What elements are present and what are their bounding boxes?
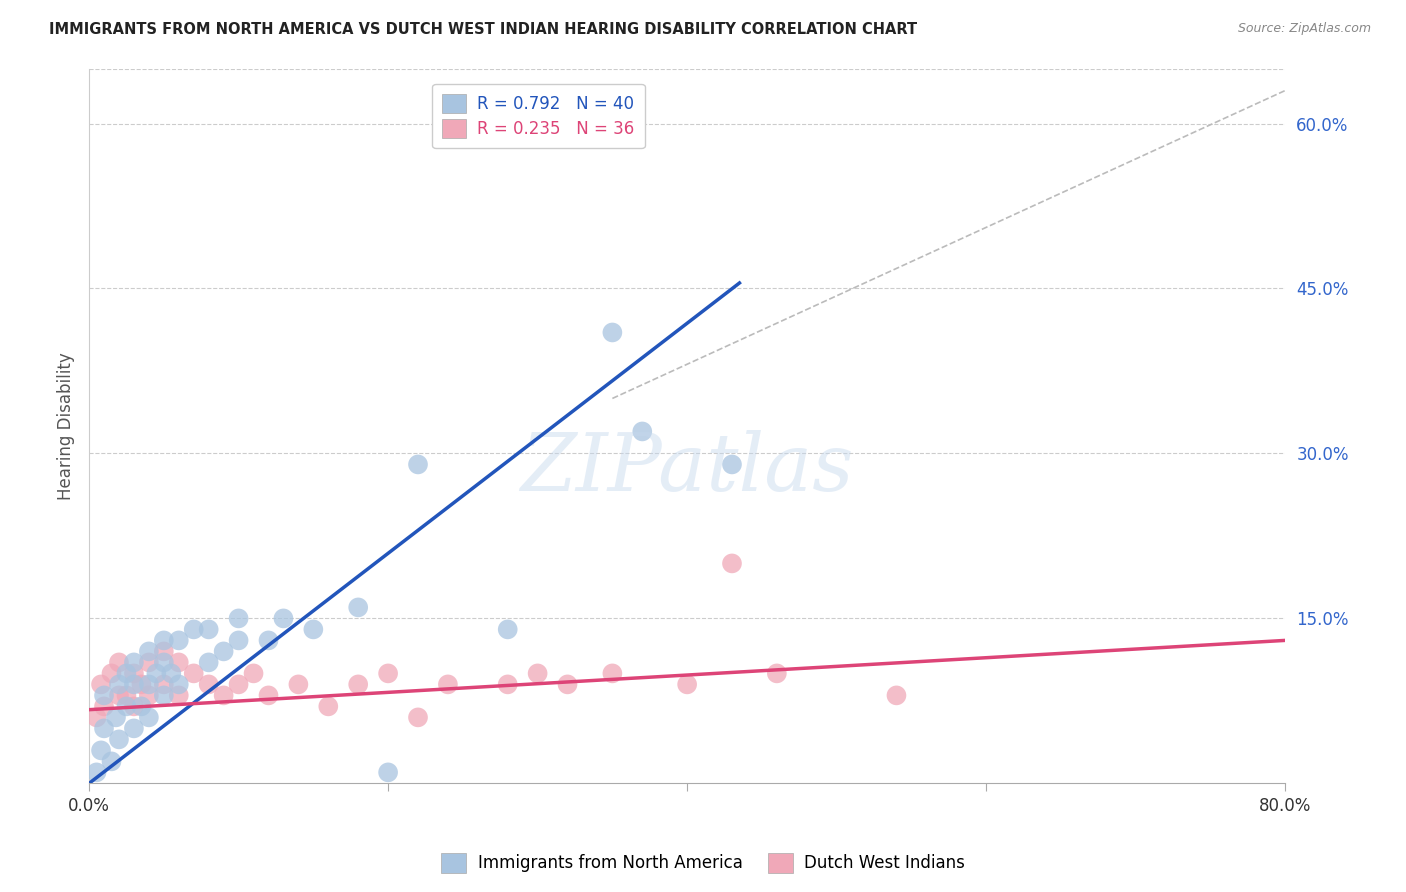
- Point: [721, 458, 744, 472]
- Point: [122, 699, 145, 714]
- Point: [104, 710, 127, 724]
- Point: [183, 623, 205, 637]
- Legend: R = 0.792   N = 40, R = 0.235   N = 36: R = 0.792 N = 40, R = 0.235 N = 36: [432, 84, 644, 148]
- Point: [316, 699, 339, 714]
- Point: [257, 633, 280, 648]
- Point: [631, 425, 654, 439]
- Point: [228, 633, 250, 648]
- Point: [122, 656, 145, 670]
- Point: [90, 677, 112, 691]
- Point: [153, 644, 176, 658]
- Y-axis label: Hearing Disability: Hearing Disability: [58, 352, 75, 500]
- Point: [153, 689, 176, 703]
- Point: [347, 677, 370, 691]
- Point: [115, 699, 138, 714]
- Point: [167, 656, 190, 670]
- Point: [496, 623, 519, 637]
- Point: [212, 689, 235, 703]
- Point: [167, 677, 190, 691]
- Point: [377, 765, 399, 780]
- Point: [347, 600, 370, 615]
- Point: [602, 326, 624, 340]
- Point: [302, 623, 325, 637]
- Point: [886, 689, 908, 703]
- Point: [108, 732, 131, 747]
- Point: [197, 656, 219, 670]
- Point: [131, 699, 153, 714]
- Point: [86, 765, 108, 780]
- Point: [90, 743, 112, 757]
- Point: [93, 699, 115, 714]
- Point: [153, 677, 176, 691]
- Point: [122, 722, 145, 736]
- Point: [100, 666, 122, 681]
- Point: [602, 666, 624, 681]
- Point: [160, 666, 183, 681]
- Point: [100, 755, 122, 769]
- Point: [183, 666, 205, 681]
- Point: [138, 710, 160, 724]
- Point: [167, 689, 190, 703]
- Point: [377, 666, 399, 681]
- Text: Source: ZipAtlas.com: Source: ZipAtlas.com: [1237, 22, 1371, 36]
- Point: [122, 666, 145, 681]
- Point: [406, 458, 429, 472]
- Point: [93, 689, 115, 703]
- Point: [676, 677, 699, 691]
- Point: [197, 677, 219, 691]
- Point: [108, 689, 131, 703]
- Point: [115, 666, 138, 681]
- Point: [257, 689, 280, 703]
- Point: [766, 666, 789, 681]
- Point: [145, 666, 167, 681]
- Point: [557, 677, 579, 691]
- Point: [122, 677, 145, 691]
- Point: [228, 611, 250, 625]
- Point: [406, 710, 429, 724]
- Point: [153, 656, 176, 670]
- Point: [273, 611, 295, 625]
- Point: [153, 633, 176, 648]
- Point: [138, 656, 160, 670]
- Point: [197, 623, 219, 637]
- Point: [138, 677, 160, 691]
- Text: ZIPatlas: ZIPatlas: [520, 430, 853, 508]
- Point: [108, 677, 131, 691]
- Point: [228, 677, 250, 691]
- Legend: Immigrants from North America, Dutch West Indians: Immigrants from North America, Dutch Wes…: [434, 847, 972, 880]
- Point: [131, 677, 153, 691]
- Point: [138, 689, 160, 703]
- Point: [242, 666, 264, 681]
- Point: [167, 633, 190, 648]
- Point: [287, 677, 309, 691]
- Point: [526, 666, 548, 681]
- Point: [138, 644, 160, 658]
- Point: [721, 557, 744, 571]
- Point: [93, 722, 115, 736]
- Point: [108, 656, 131, 670]
- Point: [212, 644, 235, 658]
- Point: [496, 677, 519, 691]
- Point: [86, 710, 108, 724]
- Text: IMMIGRANTS FROM NORTH AMERICA VS DUTCH WEST INDIAN HEARING DISABILITY CORRELATIO: IMMIGRANTS FROM NORTH AMERICA VS DUTCH W…: [49, 22, 917, 37]
- Point: [115, 689, 138, 703]
- Point: [437, 677, 460, 691]
